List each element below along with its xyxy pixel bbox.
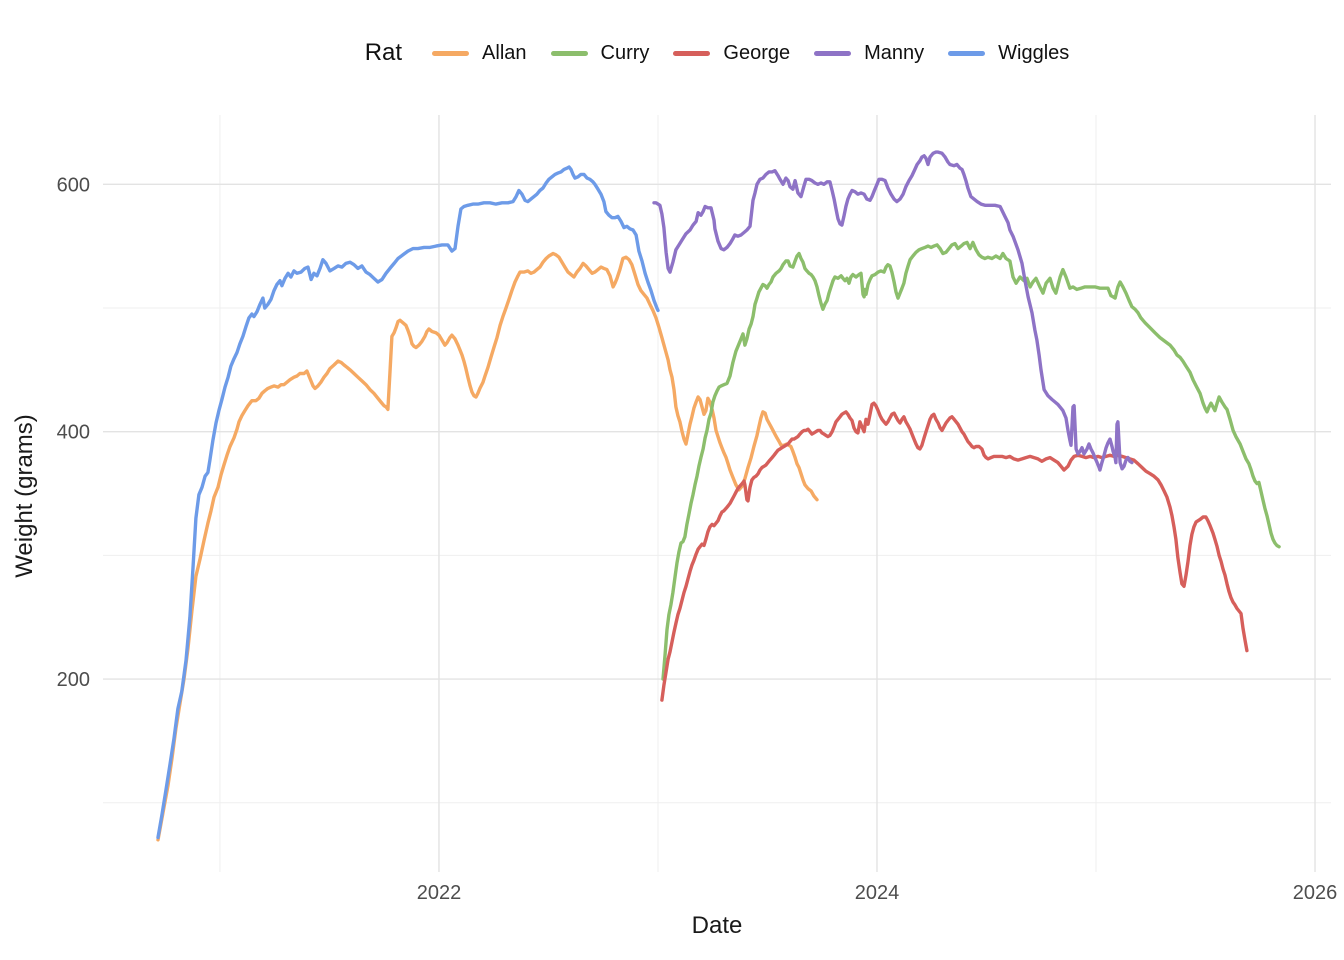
y-tick-label: 400: [57, 422, 90, 444]
legend-key-curry-line-icon: [550, 50, 588, 56]
legend-item-wiggles: Wiggles: [948, 42, 1069, 65]
legend-key-george-line-icon: [673, 50, 711, 56]
legend-label-manny: Manny: [864, 41, 925, 64]
x-tick-label: 2026: [1293, 882, 1338, 904]
x-tick-label: 2022: [417, 882, 462, 904]
legend-key-wiggles-line-icon: [948, 50, 986, 56]
series-line-allan: [156, 251, 819, 842]
y-tick-label: 200: [57, 669, 90, 691]
legend-label-curry: Curry: [600, 41, 650, 64]
legend: Rat Allan Curry George Manny Wiggles: [103, 30, 1331, 76]
legend-title: Rat: [364, 39, 403, 66]
legend-key-allan-line-icon: [432, 50, 470, 56]
y-tick-label: 600: [57, 174, 90, 196]
legend-item-allan: Allan: [432, 41, 527, 65]
legend-item-manny: Manny: [814, 42, 924, 65]
x-axis-title: Date: [691, 912, 743, 939]
series-line-manny: [652, 150, 1134, 472]
x-tick-label: 2024: [855, 882, 900, 904]
series-line-george: [660, 401, 1249, 702]
legend-item-george: George: [673, 42, 790, 65]
legend-label-wiggles: Wiggles: [998, 41, 1070, 64]
legend-item-curry: Curry: [550, 41, 650, 65]
series-line-curry: [661, 240, 1281, 681]
legend-label-allan: Allan: [482, 41, 527, 64]
legend-key-manny-line-icon: [814, 50, 852, 56]
legend-label-george: George: [723, 41, 791, 64]
series-line-wiggles: [156, 165, 660, 840]
